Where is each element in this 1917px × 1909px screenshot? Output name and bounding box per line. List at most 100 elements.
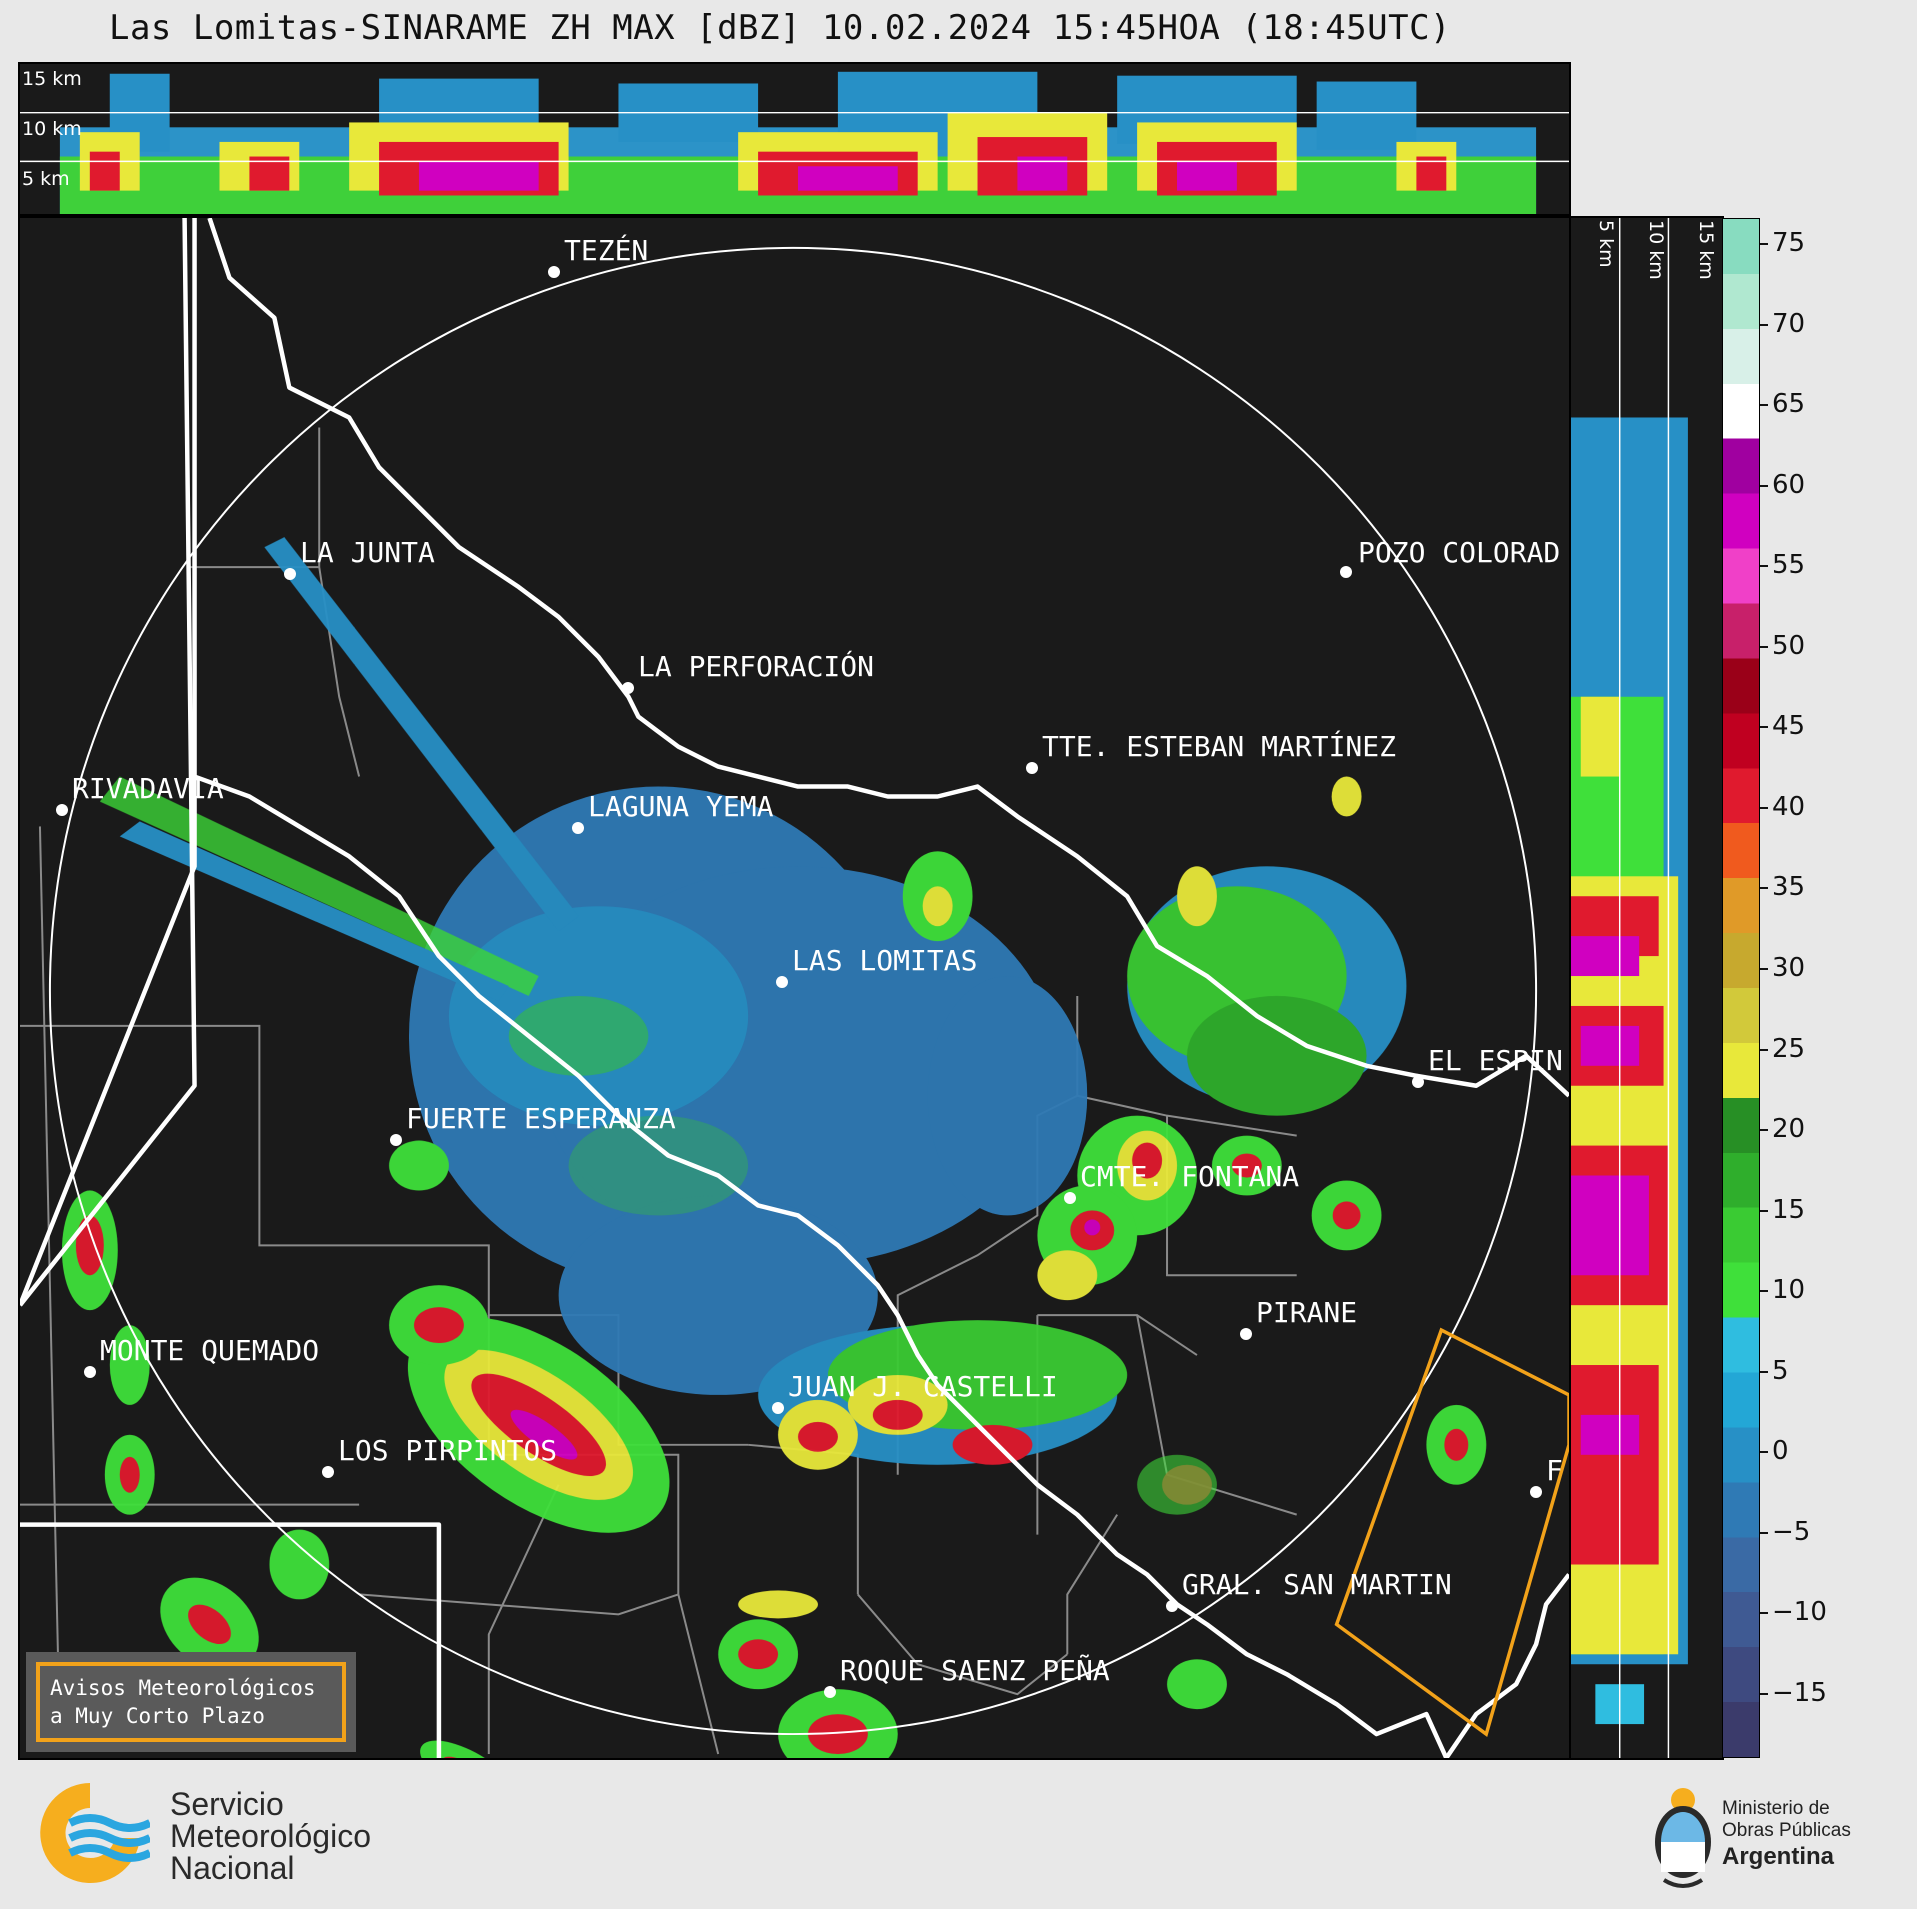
colorbar-tick-mark	[1760, 1290, 1768, 1293]
colorbar-tick-mark	[1760, 1693, 1768, 1695]
city-label-juan-j-castelli: JUAN J. CASTELLI	[788, 1370, 1058, 1403]
city-label-el-espinillo: EL ESPIN	[1428, 1044, 1563, 1077]
top-alt-label-5km: 5 km	[22, 168, 70, 190]
city-dot-fuerte-esperanza	[390, 1134, 402, 1146]
colorbar-tick-mark	[1760, 887, 1768, 890]
city-dot-formosa	[1530, 1486, 1542, 1498]
colorbar-tick-label: −15	[1772, 1678, 1827, 1708]
city-label-los-pirpintos: LOS PIRPINTOS	[338, 1434, 558, 1467]
city-dot-laguna-yema	[572, 822, 584, 834]
city-label-tezen: TEZÉN	[564, 234, 649, 267]
chart-title: Las Lomitas-SINARAME ZH MAX [dBZ] 10.02.…	[108, 8, 1452, 48]
city-dot-tezen	[548, 266, 560, 278]
reflectivity-colorbar	[1722, 218, 1760, 1758]
argentina-coat-of-arms-icon	[1655, 1788, 1711, 1888]
colorbar-tick-label: 75	[1772, 228, 1806, 258]
alert-line-2: a Muy Corto Plazo	[50, 1704, 265, 1728]
colorbar-tick-label: −10	[1772, 1597, 1827, 1628]
city-label-la-perforacion: LA PERFORACIÓN	[638, 650, 875, 683]
city-dot-cmte-fontana	[1064, 1192, 1076, 1204]
colorbar-tick-mark	[1760, 484, 1768, 487]
colorbar-tick-label: 5	[1772, 1355, 1789, 1386]
colorbar-tick-mark	[1760, 565, 1768, 568]
mop-line-1: Ministerio de	[1722, 1798, 1830, 1819]
colorbar-tick-label: 50	[1772, 630, 1806, 661]
colorbar-tick-label: 30	[1772, 953, 1806, 983]
colorbar-tick-mark	[1760, 1129, 1768, 1132]
colorbar-tick-mark	[1760, 1612, 1768, 1615]
city-label-monte-quemado: MONTE QUEMADO	[100, 1334, 320, 1367]
city-label-fuerte-esperanza: FUERTE ESPERANZA	[406, 1102, 676, 1135]
colorbar-tick-label: 55	[1772, 550, 1806, 581]
city-label-cmte-fontana: CMTE. FONTANA	[1080, 1160, 1300, 1193]
alert-line-1: Avisos Meteorológicos	[50, 1676, 316, 1700]
city-label-las-lomitas: LAS LOMITAS	[792, 944, 978, 977]
city-dot-tte-esteban-martinez	[1026, 762, 1038, 774]
mop-line-3: Argentina	[1722, 1843, 1835, 1870]
colorbar-tick-mark	[1760, 404, 1768, 407]
city-label-formosa: F	[1546, 1454, 1563, 1487]
city-label-rivadavia: RIVADAVIA	[72, 772, 224, 805]
top-alt-label-15km: 15 km	[22, 68, 82, 90]
colorbar-tick-mark	[1760, 1531, 1768, 1534]
radar-map: TEZÉN LA JUNTA POZO COLORAD LA PERFORACI…	[18, 216, 1571, 1760]
colorbar-tick-mark	[1760, 645, 1768, 648]
colorbar-tick-mark	[1760, 1048, 1768, 1051]
city-dot-gral-san-martin	[1166, 1600, 1178, 1612]
colorbar-tick-mark	[1760, 968, 1768, 970]
city-label-tte-esteban-martinez: TTE. ESTEBAN MARTÍNEZ	[1042, 730, 1397, 763]
city-label-la-junta: LA JUNTA	[300, 536, 435, 569]
colorbar-tick-label: 45	[1772, 711, 1806, 742]
colorbar-tick-label: 60	[1772, 469, 1806, 500]
city-dot-juan-j-castelli	[772, 1402, 784, 1414]
side-profile-echoes	[1571, 218, 1688, 1758]
top-alt-label-10km: 10 km	[22, 118, 82, 140]
colorbar-tick-label: 25	[1772, 1033, 1806, 1064]
city-dot-la-perforacion	[622, 682, 634, 694]
colorbar-tick-label: 10	[1772, 1275, 1806, 1306]
colorbar-tick-mark	[1760, 243, 1768, 245]
colorbar-tick-mark	[1760, 1209, 1768, 1212]
colorbar-tick-mark	[1760, 806, 1768, 809]
colorbar-tick-label: −5	[1772, 1516, 1811, 1547]
smn-wordmark: Servicio Meteorológico Nacional	[170, 1788, 371, 1884]
city-dot-la-junta	[284, 568, 296, 580]
mop-line-2: Obras Públicas	[1722, 1820, 1851, 1841]
smn-line-3: Nacional	[170, 1850, 295, 1886]
city-label-pirane: PIRANE	[1256, 1296, 1358, 1329]
colorbar-tick-label: 65	[1772, 389, 1806, 420]
colorbar-tick-label: 35	[1772, 872, 1806, 903]
city-label-laguna-yema: LAGUNA YEMA	[588, 790, 774, 823]
smn-line-2: Meteorológico	[170, 1818, 371, 1854]
top-profile-echoes	[20, 71, 1569, 214]
alert-box[interactable]: Avisos Meteorológicos a Muy Corto Plazo	[26, 1652, 356, 1752]
top-vertical-profile: 15 km 10 km 5 km	[18, 62, 1571, 216]
side-alt-label-15km: 15 km	[1695, 220, 1717, 280]
smn-line-1: Servicio	[170, 1786, 284, 1822]
colorbar-tick-mark	[1760, 726, 1768, 729]
colorbar-tick-label: 40	[1772, 791, 1806, 822]
city-dot-roque-saenz-pena	[824, 1686, 836, 1698]
city-dot-el-espinillo	[1412, 1076, 1424, 1088]
city-dot-los-pirpintos	[322, 1466, 334, 1478]
colorbar-tick-mark	[1760, 323, 1768, 326]
city-dot-las-lomitas	[776, 976, 788, 988]
city-dot-monte-quemado	[84, 1366, 96, 1378]
side-vertical-profile: 5 km 10 km 15 km	[1569, 216, 1724, 1760]
colorbar-tick-label: 15	[1772, 1194, 1806, 1225]
alert-box-frame: Avisos Meteorológicos a Muy Corto Plazo	[36, 1662, 346, 1742]
ministry-wordmark: Ministerio de Obras Públicas Argentina	[1722, 1798, 1851, 1872]
colorbar-tick-label: 20	[1772, 1114, 1806, 1145]
side-alt-label-10km: 10 km	[1645, 220, 1667, 280]
city-dot-pirane	[1240, 1328, 1252, 1340]
city-dot-rivadavia	[56, 804, 68, 816]
city-dot-pozo-colorado	[1340, 566, 1352, 578]
colorbar-tick-mark	[1760, 1451, 1768, 1454]
radar-map-layers	[20, 218, 1569, 1758]
colorbar-tick-label: 0	[1772, 1436, 1789, 1467]
city-label-pozo-colorado: POZO COLORAD	[1358, 536, 1561, 569]
smn-logo-icon	[40, 1783, 150, 1883]
city-label-gral-san-martin: GRAL. SAN MARTIN	[1182, 1568, 1452, 1601]
colorbar-tick-label: 70	[1772, 308, 1806, 339]
city-label-roque-saenz-pena: ROQUE SAENZ PEÑA	[840, 1654, 1110, 1687]
